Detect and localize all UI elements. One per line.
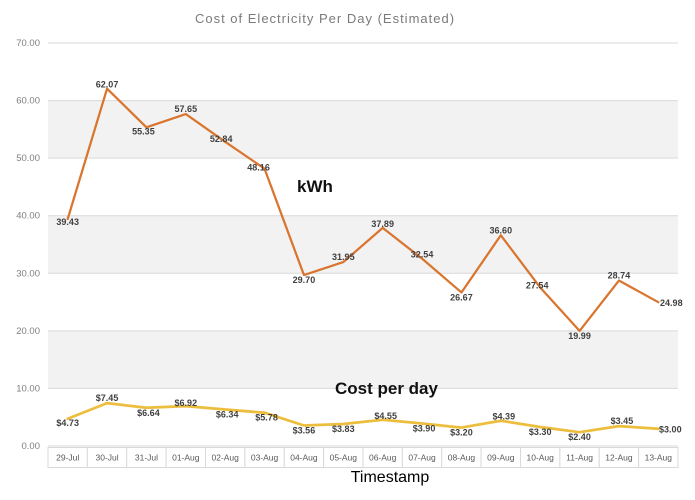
data-label: 52.84 <box>210 134 233 144</box>
data-label: $3.83 <box>332 424 355 434</box>
data-label: $3.20 <box>450 428 473 438</box>
data-label: $3.00 <box>659 425 682 435</box>
data-label: 32.54 <box>411 250 434 260</box>
data-label: 29.70 <box>293 275 316 285</box>
plot-band <box>48 273 678 331</box>
plot-band <box>48 330 678 389</box>
data-label: 37.89 <box>371 219 394 229</box>
category-label: 12-Aug <box>605 453 633 463</box>
data-label: $4.39 <box>493 412 516 422</box>
data-label: 27.54 <box>526 280 549 290</box>
y-tick-label: 0.00 <box>22 441 41 452</box>
data-label: 39.43 <box>56 217 79 227</box>
data-label: 24.98 <box>660 298 683 308</box>
data-label: $5.78 <box>255 413 278 423</box>
plot-band <box>48 388 678 446</box>
data-label: $2.40 <box>568 432 591 442</box>
cost-per-day-line <box>66 401 660 434</box>
data-label: 19.99 <box>568 331 591 341</box>
plot-band <box>48 158 678 216</box>
data-label: $6.92 <box>175 398 198 408</box>
category-label: 08-Aug <box>448 453 476 463</box>
category-label: 29-Jul <box>56 453 79 463</box>
data-label: $7.45 <box>96 393 119 403</box>
data-label: 36.60 <box>490 225 513 235</box>
kwh-series-label: kWh <box>297 177 333 196</box>
data-label: 48.16 <box>247 163 270 173</box>
category-label: 09-Aug <box>487 453 515 463</box>
plot-band <box>48 100 678 159</box>
category-label: 02-Aug <box>211 453 239 463</box>
category-label: 11-Aug <box>566 453 593 463</box>
chart-title: Cost of Electricity Per Day (Estimated) <box>194 11 456 26</box>
y-tick-label: 30.00 <box>16 268 40 279</box>
data-label: 57.65 <box>175 104 198 114</box>
data-label: 62.07 <box>96 80 119 90</box>
data-label: $3.56 <box>293 426 316 436</box>
data-label: 26.67 <box>450 292 473 302</box>
category-label: 01-Aug <box>172 453 200 463</box>
plot-band <box>48 43 678 101</box>
y-tick-label: 20.00 <box>16 326 40 337</box>
y-tick-label: 50.00 <box>16 153 40 164</box>
data-label: 55.35 <box>132 126 155 136</box>
category-label: 03-Aug <box>251 453 279 463</box>
data-label: 31.95 <box>332 252 355 262</box>
data-label: $6.34 <box>216 409 239 419</box>
y-tick-label: 10.00 <box>16 383 40 394</box>
x-axis-title: Timestamp <box>350 469 430 486</box>
y-tick-label: 60.00 <box>16 96 40 107</box>
y-tick-label: 40.00 <box>16 211 40 222</box>
kwh-line <box>66 87 660 333</box>
category-label: 05-Aug <box>330 453 358 463</box>
category-cell <box>638 447 679 468</box>
category-label: 04-Aug <box>290 453 318 463</box>
category-label: 06-Aug <box>369 453 397 463</box>
category-label: 13-Aug <box>645 453 673 463</box>
category-label: 30-Jul <box>95 453 118 463</box>
data-label: $3.90 <box>413 424 436 434</box>
cost-series-label: Cost per day <box>335 379 438 398</box>
data-label: $3.45 <box>611 416 634 426</box>
category-label: 07-Aug <box>408 453 436 463</box>
data-label: $3.30 <box>529 427 552 437</box>
data-label: $4.55 <box>374 411 397 421</box>
data-label: $4.73 <box>56 418 79 428</box>
category-label: 31-Jul <box>135 453 158 463</box>
category-label: 10-Aug <box>526 453 554 463</box>
data-label: $6.64 <box>137 408 160 418</box>
y-tick-label: 70.00 <box>16 38 40 49</box>
data-label: 28.74 <box>608 271 631 281</box>
